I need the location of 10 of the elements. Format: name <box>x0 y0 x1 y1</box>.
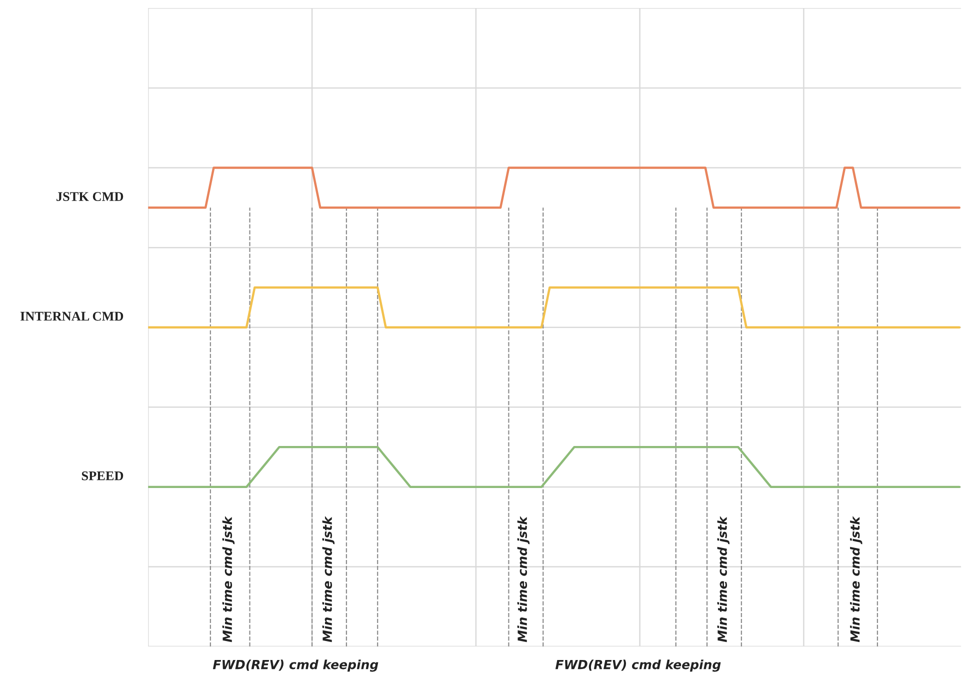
text: FWD(REV) cmd keeping <box>555 660 721 672</box>
text: Min time cmd jstk <box>322 516 335 642</box>
text: Min time cmd jstk <box>850 516 862 642</box>
text: FWD(REV) cmd keeping <box>212 660 378 672</box>
series-label: INTERNAL CMD <box>20 312 124 321</box>
text: Min time cmd jstk <box>222 516 235 642</box>
text: Min time cmd jstk <box>717 516 730 642</box>
series-label: SPEED <box>82 471 124 480</box>
text: Min time cmd jstk <box>517 516 530 642</box>
series-label: JSTK CMD <box>56 192 124 201</box>
